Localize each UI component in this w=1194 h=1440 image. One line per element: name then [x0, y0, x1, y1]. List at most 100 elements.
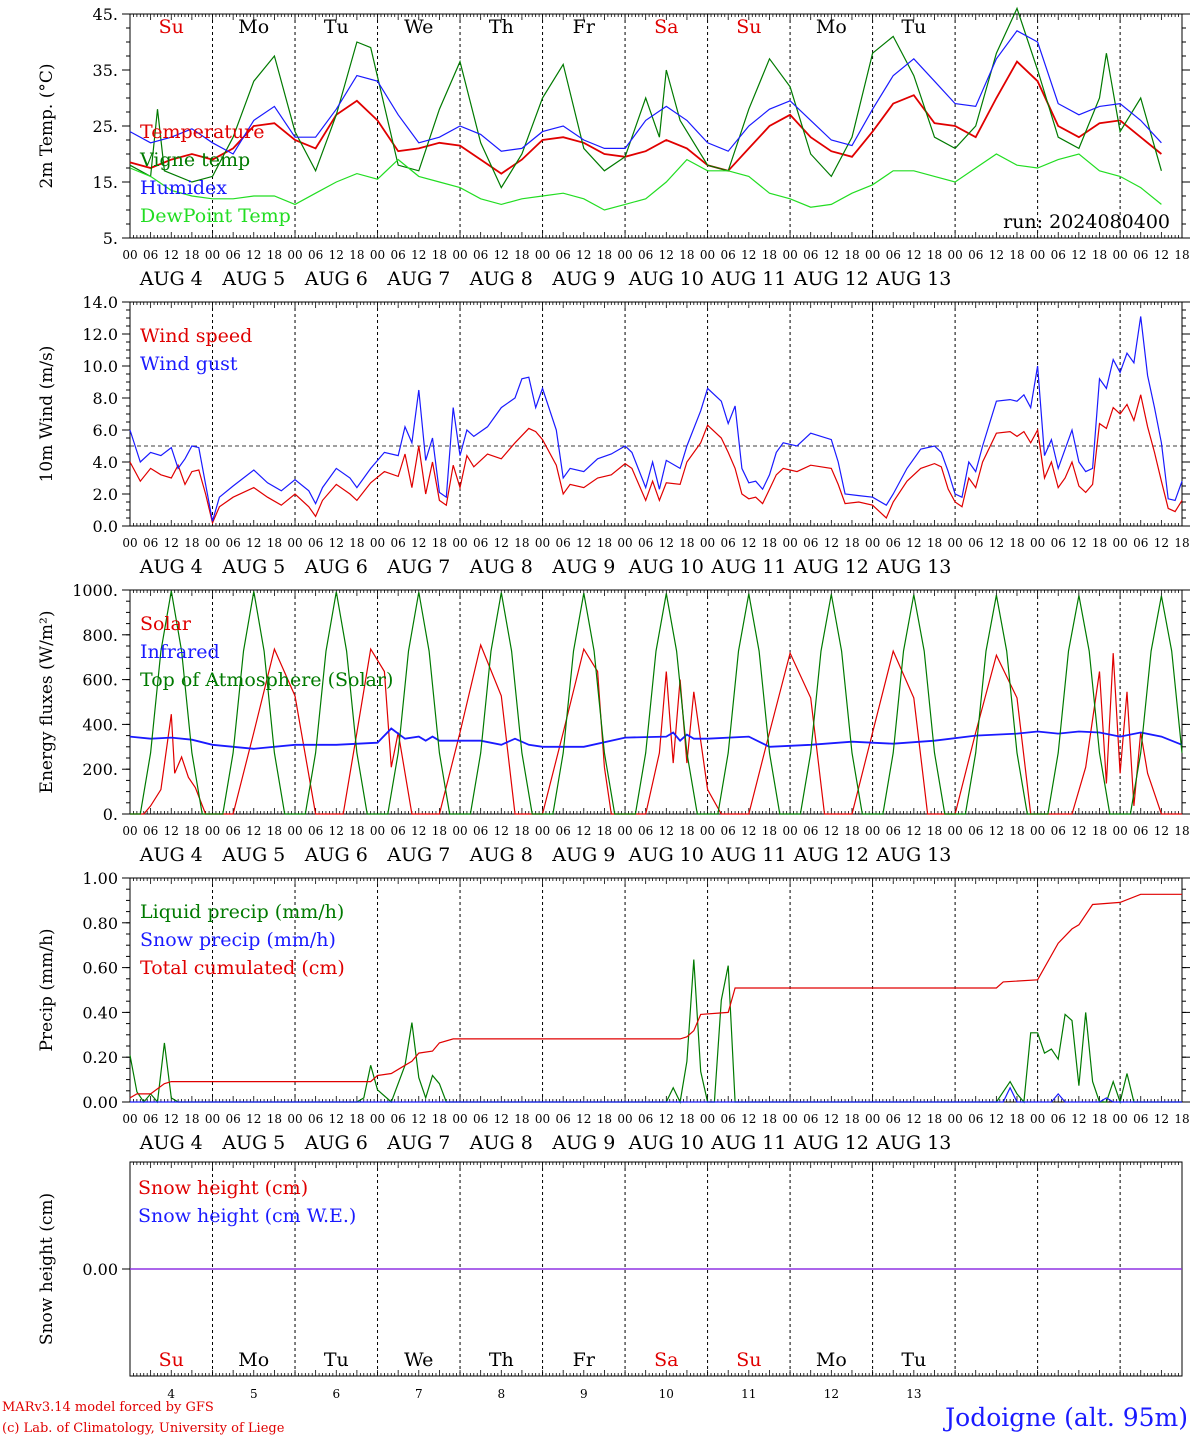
- hour-label: 12: [246, 536, 261, 550]
- day-label: AUG 12: [793, 844, 869, 866]
- y-tick-label: 600.: [82, 671, 118, 690]
- y-tick-label: 400.: [82, 715, 118, 734]
- weekday-label-bottom: Sa: [654, 1349, 678, 1371]
- weekday-label-top: Mo: [238, 16, 269, 38]
- hour-label: 18: [1092, 536, 1107, 550]
- hour-label: 12: [659, 1112, 674, 1126]
- day-label: AUG 12: [793, 556, 869, 578]
- hour-label: 18: [1092, 824, 1107, 838]
- hour-label: 06: [968, 536, 983, 550]
- series-line-solar: [130, 643, 1182, 815]
- y-tick-label: 12.0: [82, 325, 118, 344]
- weekday-label-bottom: We: [404, 1349, 433, 1371]
- hour-label: 00: [1112, 248, 1127, 262]
- hour-label: 00: [535, 1112, 550, 1126]
- day-label: AUG 8: [469, 1132, 533, 1154]
- hour-label: 18: [432, 824, 447, 838]
- hour-label: 12: [329, 248, 344, 262]
- hour-label: 06: [886, 536, 901, 550]
- hour-label: 12: [164, 824, 179, 838]
- hour-label: 12: [906, 248, 921, 262]
- day-label: AUG 6: [304, 844, 368, 866]
- weekday-label-bottom: Mo: [816, 1349, 847, 1371]
- hour-label: 12: [906, 1112, 921, 1126]
- hour-label: 18: [1092, 1112, 1107, 1126]
- hour-label: 18: [762, 1112, 777, 1126]
- hour-label: 12: [824, 1112, 839, 1126]
- hour-label: 06: [391, 824, 406, 838]
- bottom-day-number: 8: [497, 1387, 505, 1400]
- hour-label: 00: [452, 248, 467, 262]
- y-tick-label: 800.: [82, 626, 118, 645]
- hour-label: 12: [741, 248, 756, 262]
- hour-label: 06: [968, 824, 983, 838]
- hour-label: 00: [535, 248, 550, 262]
- day-label: AUG 4: [139, 268, 203, 290]
- hour-label: 12: [1071, 1112, 1086, 1126]
- day-label: AUG 10: [628, 556, 704, 578]
- hour-label: 12: [164, 1112, 179, 1126]
- hour-label: 00: [452, 1112, 467, 1126]
- hour-label: 18: [1009, 824, 1024, 838]
- hour-label: 12: [741, 824, 756, 838]
- hour-label: 00: [205, 248, 220, 262]
- y-tick-label: 35.: [93, 61, 118, 80]
- hour-label: 00: [1112, 824, 1127, 838]
- hour-label: 12: [246, 248, 261, 262]
- hour-label: 18: [514, 248, 529, 262]
- hour-label: 12: [411, 1112, 426, 1126]
- hour-label: 18: [927, 536, 942, 550]
- y-tick-label: 1000.: [72, 581, 118, 600]
- day-label: AUG 7: [386, 268, 450, 290]
- hour-label: 12: [824, 248, 839, 262]
- y-tick-label: 0.0: [93, 517, 118, 536]
- legend-entry: Liquid precip (mm/h): [140, 901, 344, 923]
- day-label: AUG 9: [551, 1132, 615, 1154]
- day-label: AUG 4: [139, 1132, 203, 1154]
- hour-label: 06: [308, 536, 323, 550]
- hour-label: 12: [576, 536, 591, 550]
- hour-label: 06: [391, 1112, 406, 1126]
- hour-label: 18: [927, 824, 942, 838]
- y-axis-title: Precip (mm/h): [37, 928, 57, 1051]
- series-line-temperature: [129, 60, 1162, 175]
- y-tick-label: 200.: [82, 760, 118, 779]
- weekday-label-top: Su: [736, 16, 761, 38]
- day-label: AUG 7: [386, 1132, 450, 1154]
- hour-label: 00: [452, 536, 467, 550]
- legend-entry: Snow height (cm): [138, 1177, 308, 1199]
- bottom-day-number: 4: [167, 1387, 175, 1400]
- hour-label: 12: [494, 824, 509, 838]
- day-label: AUG 6: [304, 268, 368, 290]
- series-line-wind-gust: [129, 316, 1183, 522]
- hour-label: 18: [432, 536, 447, 550]
- hour-label: 00: [782, 248, 797, 262]
- hour-label: 18: [927, 248, 942, 262]
- hour-label: 00: [947, 248, 962, 262]
- bottom-day-number: 12: [824, 1387, 839, 1400]
- model-credit: MARv3.14 model forced by GFS: [2, 1400, 214, 1415]
- hour-label: 06: [721, 824, 736, 838]
- hour-label: 06: [473, 536, 488, 550]
- weekday-label-top: Sa: [654, 16, 678, 38]
- legend-entry: DewPoint Temp: [140, 205, 291, 227]
- hour-label: 12: [989, 248, 1004, 262]
- hour-label: 06: [1133, 1112, 1148, 1126]
- day-label: AUG 10: [628, 268, 704, 290]
- day-label: AUG 5: [221, 1132, 285, 1154]
- hour-label: 00: [700, 536, 715, 550]
- hour-label: 12: [1071, 536, 1086, 550]
- hour-label: 18: [844, 1112, 859, 1126]
- hour-label: 00: [617, 824, 632, 838]
- hour-label: 06: [143, 536, 158, 550]
- weekday-label-top: Su: [159, 16, 184, 38]
- hour-label: 06: [803, 1112, 818, 1126]
- hour-label: 12: [824, 824, 839, 838]
- hour-label: 18: [184, 248, 199, 262]
- day-label: AUG 5: [221, 844, 285, 866]
- y-tick-label: 0.20: [82, 1048, 118, 1067]
- day-label: AUG 11: [710, 556, 786, 578]
- plot-frame: [129, 589, 1183, 815]
- hour-label: 18: [1174, 248, 1189, 262]
- hour-label: 06: [556, 1112, 571, 1126]
